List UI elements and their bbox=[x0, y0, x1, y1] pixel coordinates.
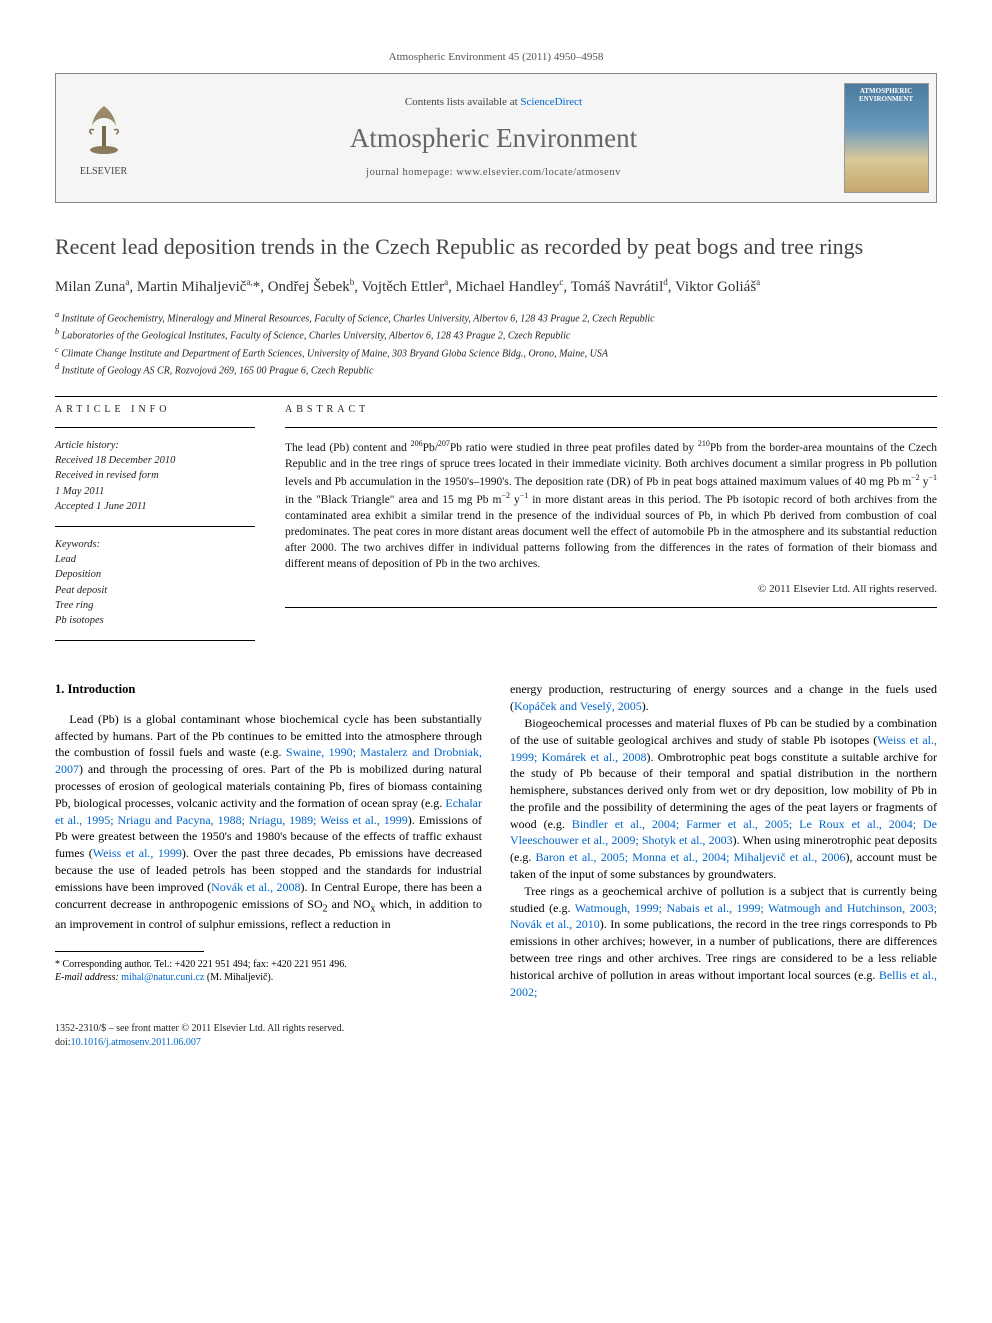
corresponding-author-footnote: * Corresponding author. Tel.: +420 221 9… bbox=[55, 958, 482, 985]
keywords-label: Keywords: bbox=[55, 537, 255, 552]
abstract-heading: ABSTRACT bbox=[285, 403, 937, 417]
corr-author-email-link[interactable]: mihal@natur.cuni.cz bbox=[121, 972, 204, 983]
keyword-1: Lead bbox=[55, 554, 76, 565]
sciencedirect-link[interactable]: ScienceDirect bbox=[520, 96, 582, 108]
section-1-heading: 1. Introduction bbox=[55, 681, 482, 699]
citation-line: Atmospheric Environment 45 (2011) 4950–4… bbox=[55, 50, 937, 65]
body-two-column: 1. Introduction Lead (Pb) is a global co… bbox=[55, 681, 937, 1000]
journal-homepage-link[interactable]: www.elsevier.com/locate/atmosenv bbox=[456, 167, 621, 178]
keyword-3: Peat deposit bbox=[55, 585, 107, 596]
front-matter-line: 1352-2310/$ – see front matter © 2011 El… bbox=[55, 1022, 937, 1036]
doi-link[interactable]: 10.1016/j.atmosenv.2011.06.007 bbox=[71, 1037, 201, 1048]
email-label: E-mail address: bbox=[55, 972, 119, 983]
history-received: Received 18 December 2010 bbox=[55, 455, 175, 466]
publisher-label: ELSEVIER bbox=[80, 165, 127, 179]
abstract-copyright: © 2011 Elsevier Ltd. All rights reserved… bbox=[285, 582, 937, 597]
affiliations: a Institute of Geochemistry, Mineralogy … bbox=[55, 309, 937, 378]
corr-author-line: * Corresponding author. Tel.: +420 221 9… bbox=[55, 958, 482, 972]
section-title: Introduction bbox=[68, 682, 136, 696]
author-list: Milan Zunaa, Martin Mihaljeviča,*, Ondře… bbox=[55, 276, 937, 299]
article-title: Recent lead deposition trends in the Cze… bbox=[55, 233, 937, 261]
intro-paragraph-1: Lead (Pb) is a global contaminant whose … bbox=[55, 711, 482, 933]
divider bbox=[55, 396, 937, 397]
publisher-logo-cell: ELSEVIER bbox=[56, 74, 151, 202]
abstract-column: ABSTRACT The lead (Pb) content and 206Pb… bbox=[285, 403, 937, 651]
history-label: Article history: bbox=[55, 438, 255, 453]
footnote-separator bbox=[55, 951, 204, 952]
journal-homepage-line: journal homepage: www.elsevier.com/locat… bbox=[366, 166, 621, 180]
front-matter-footer: 1352-2310/$ – see front matter © 2011 El… bbox=[55, 1022, 937, 1049]
intro-paragraph-2: Biogeochemical processes and material fl… bbox=[510, 715, 937, 883]
affiliation-a: a Institute of Geochemistry, Mineralogy … bbox=[55, 309, 937, 326]
section-number: 1. bbox=[55, 682, 64, 696]
article-info-column: ARTICLE INFO Article history: Received 1… bbox=[55, 403, 255, 651]
journal-name: Atmospheric Environment bbox=[350, 120, 637, 156]
keyword-4: Tree ring bbox=[55, 600, 93, 611]
history-revised: Received in revised form bbox=[55, 470, 159, 481]
abstract-text: The lead (Pb) content and 206Pb/207Pb ra… bbox=[285, 438, 937, 572]
journal-cover-cell: ATMOSPHERIC ENVIRONMENT bbox=[836, 74, 936, 202]
journal-cover-image: ATMOSPHERIC ENVIRONMENT bbox=[844, 83, 929, 193]
keyword-5: Pb isotopes bbox=[55, 615, 104, 626]
homepage-prefix: journal homepage: bbox=[366, 167, 456, 178]
keyword-2: Deposition bbox=[55, 569, 101, 580]
contents-prefix: Contents lists available at bbox=[405, 96, 520, 108]
elsevier-tree-icon bbox=[74, 98, 134, 163]
affiliation-c: c Climate Change Institute and Departmen… bbox=[55, 344, 937, 361]
history-accepted: Accepted 1 June 2011 bbox=[55, 501, 147, 512]
intro-col2-continuation: energy production, restructuring of ener… bbox=[510, 681, 937, 715]
header-center: Contents lists available at ScienceDirec… bbox=[151, 74, 836, 202]
contents-available-line: Contents lists available at ScienceDirec… bbox=[405, 95, 582, 110]
cover-title: ATMOSPHERIC ENVIRONMENT bbox=[845, 88, 928, 103]
article-info-heading: ARTICLE INFO bbox=[55, 403, 255, 417]
intro-paragraph-3: Tree rings as a geochemical archive of p… bbox=[510, 883, 937, 1001]
journal-header: ELSEVIER Contents lists available at Sci… bbox=[55, 73, 937, 203]
corr-author-name: (M. Mihaljevič). bbox=[207, 972, 273, 983]
doi-label: doi: bbox=[55, 1037, 71, 1048]
history-revised-date: 1 May 2011 bbox=[55, 486, 104, 497]
affiliation-b: b Laboratories of the Geological Institu… bbox=[55, 326, 937, 343]
affiliation-d: d Institute of Geology AS CR, Rozvojová … bbox=[55, 361, 937, 378]
